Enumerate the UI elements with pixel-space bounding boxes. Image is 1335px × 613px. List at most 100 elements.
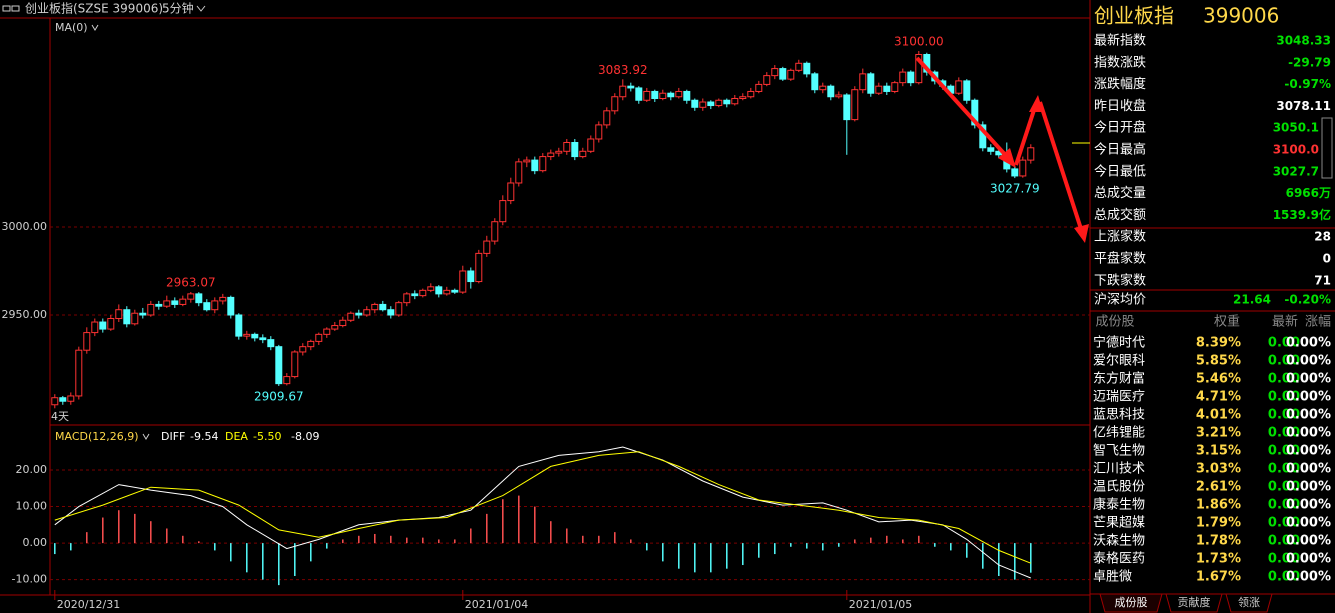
candle-body	[707, 101, 715, 107]
table-cell: 智飞生物	[1093, 444, 1145, 459]
table-cell: 康泰生物	[1093, 497, 1145, 513]
candle-body	[763, 75, 771, 85]
candle-body	[419, 289, 427, 297]
candle-body	[51, 397, 59, 406]
tab[interactable]	[1099, 593, 1163, 613]
scrollbar[interactable]	[1321, 117, 1333, 179]
table-header: 涨幅	[1305, 315, 1331, 330]
extreme-label: 3083.92	[598, 63, 648, 77]
candle-body	[387, 309, 395, 316]
table-cell: 4.71%	[1196, 390, 1241, 405]
macd-line	[54, 451, 1031, 564]
header-title: 创业板指(SZSE 399006)	[25, 1, 163, 16]
candle-body	[483, 240, 491, 254]
table-cell: 汇川技术	[1093, 462, 1145, 477]
candle-body	[827, 85, 835, 98]
quote-label: 最新指数	[1094, 33, 1146, 49]
candle-body	[243, 333, 251, 337]
candle-body	[395, 302, 403, 316]
arrowhead	[998, 148, 1016, 168]
table-cell: 0.00	[1268, 498, 1300, 513]
candle-body	[75, 349, 83, 397]
candle-body	[123, 309, 131, 325]
table-cell: 迈瑞医疗	[1093, 390, 1145, 405]
candle-body	[195, 293, 203, 304]
breadth-value: 71	[1314, 274, 1331, 288]
candle-body	[475, 252, 483, 283]
table-cell: 1.73%	[1196, 552, 1241, 567]
tab-label[interactable]: 成份股	[1115, 596, 1148, 609]
candle-body	[491, 221, 499, 242]
arrowheads	[998, 95, 1089, 243]
candle-body	[355, 312, 363, 316]
candle-body	[963, 80, 971, 101]
candle-body	[739, 96, 747, 100]
candle-body	[635, 87, 643, 101]
table-cell: 温氏股份	[1093, 480, 1145, 495]
candle-body	[795, 62, 803, 71]
quote-value: 3048.33	[1276, 34, 1331, 48]
breadth-label: 上涨家数	[1094, 229, 1146, 245]
candle-body	[843, 94, 851, 121]
table-cell: 蓝思科技	[1093, 408, 1145, 423]
candle-body	[171, 300, 179, 305]
dropdown-arrow[interactable]	[196, 5, 206, 12]
table-cell: 东方财富	[1093, 371, 1145, 387]
table-cell: 1.67%	[1196, 570, 1241, 585]
candle-body	[187, 293, 195, 300]
table-cell: 5.85%	[1196, 354, 1241, 369]
candle-body	[179, 298, 187, 305]
candle-body	[539, 156, 547, 172]
quote-title: 创业板指	[1094, 4, 1174, 28]
tab-label[interactable]: 贡献度	[1178, 595, 1211, 609]
y-tick-label: 20.00	[16, 463, 48, 476]
arrow	[915, 56, 1012, 162]
candle-body	[715, 99, 723, 107]
candle-body	[675, 90, 683, 98]
candle-body	[971, 99, 979, 126]
table-header: 权重	[1214, 314, 1240, 330]
quote-value: 1539.9亿	[1273, 207, 1331, 222]
candle-body	[611, 96, 619, 112]
table-cell: 4.01%	[1196, 408, 1241, 423]
candle-body	[779, 68, 787, 80]
table-cell: 0.00%	[1286, 444, 1331, 459]
table-cell: 0.00%	[1286, 498, 1331, 513]
quote-label: 指数涨跌	[1094, 54, 1146, 70]
table-cell: 0.00%	[1286, 552, 1331, 567]
candle-body	[267, 339, 275, 348]
tab-label[interactable]: 领涨	[1238, 596, 1260, 609]
table-cell: 2.61%	[1196, 480, 1241, 495]
y-tick-label: 2950.00	[2, 308, 48, 321]
macd-legend-value: -8.09	[291, 430, 319, 443]
table-cell: 爱尔眼科	[1093, 354, 1145, 369]
candle-body	[563, 142, 571, 152]
table-cell: 泰格医药	[1093, 551, 1145, 567]
candle-body	[59, 397, 67, 402]
macd-line	[54, 446, 1031, 579]
candle-body	[163, 300, 171, 307]
candle-body	[467, 270, 475, 283]
table-cell: 芒果超媒	[1093, 515, 1145, 531]
candle-body	[907, 71, 915, 84]
dea-legend: DEA	[225, 430, 248, 443]
dropdown-arrow[interactable]	[91, 24, 99, 31]
candle-body	[667, 92, 675, 98]
tab[interactable]	[1225, 593, 1273, 613]
tab[interactable]	[1165, 593, 1223, 613]
y-tick-label: 3000.00	[2, 220, 48, 233]
dropdown-arrow[interactable]	[142, 433, 150, 440]
candle-body	[811, 73, 819, 91]
quote-label: 昨日收盘	[1094, 98, 1146, 114]
date-tick-label: 2021/01/04	[465, 598, 528, 611]
candle-body	[731, 98, 739, 105]
candles: 3000.00 2950.00 2020/12/31 2021/01/04 2021/0…	[2, 34, 1090, 611]
breadth-label: 下跌家数	[1094, 273, 1146, 289]
candle-body	[315, 333, 323, 342]
table-cell: 0.00	[1268, 408, 1300, 423]
table-cell: 0.00	[1268, 354, 1300, 369]
candle-body	[571, 142, 579, 158]
period-dropdown[interactable]: 5分钟	[162, 1, 194, 16]
candle-body	[403, 293, 411, 304]
candle-body	[435, 286, 443, 295]
